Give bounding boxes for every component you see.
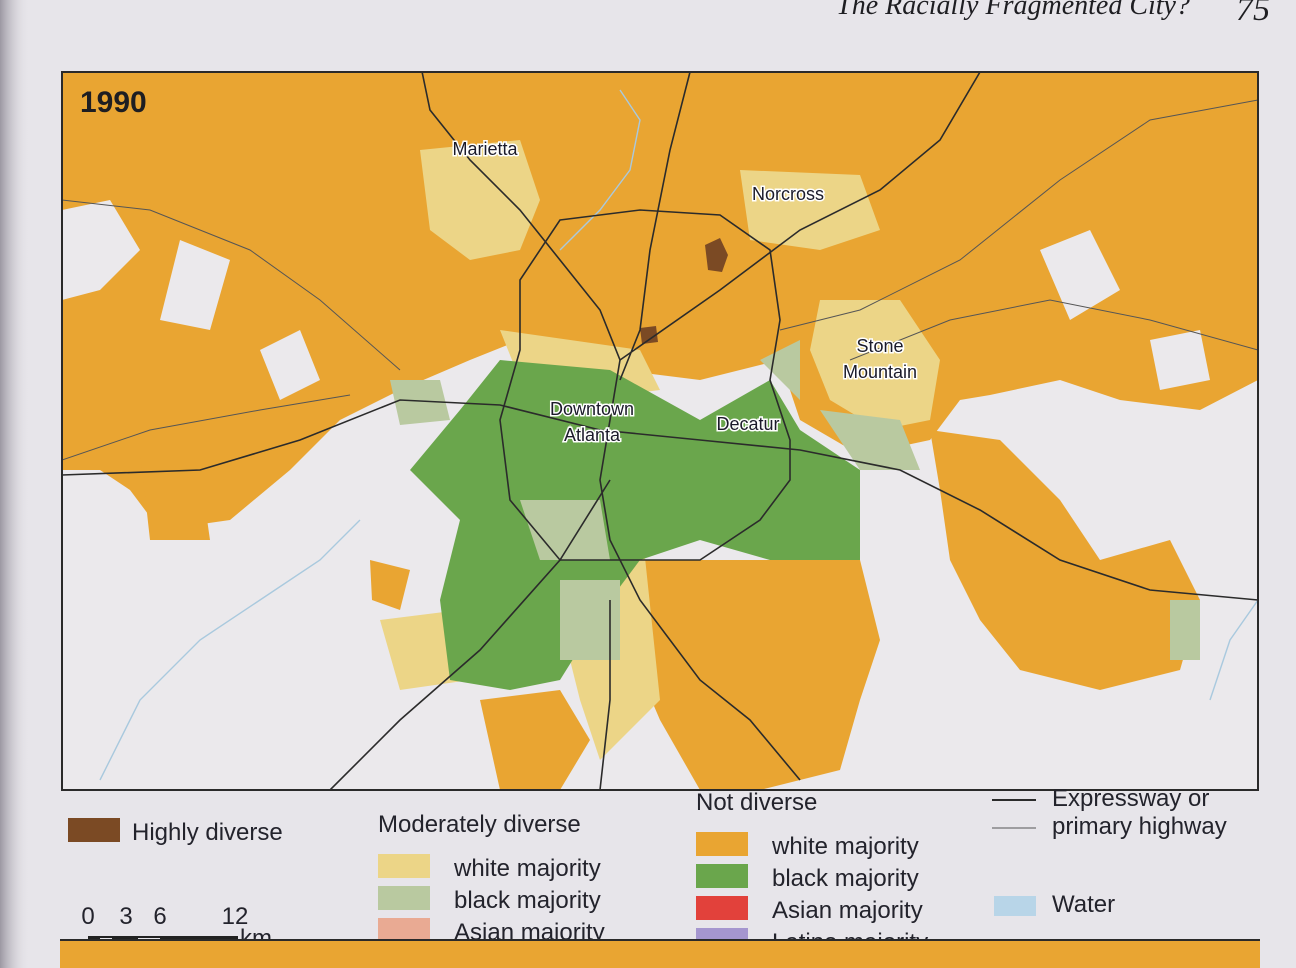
legend-label: primary highway — [1052, 813, 1227, 840]
page-number: 75 — [1236, 0, 1270, 28]
place-label: Norcross — [752, 184, 824, 204]
swatch — [378, 886, 430, 910]
swatch — [696, 896, 748, 920]
legend-label: white majority — [771, 833, 919, 860]
place-label: Mountain — [843, 362, 917, 382]
black-majority-area — [410, 360, 860, 690]
map-frame — [61, 71, 1259, 791]
expressway — [329, 72, 981, 790]
legend-label: black majority — [454, 887, 601, 914]
white-majority-area — [140, 430, 1200, 690]
place-labels: Marietta Norcross Stone Mountain Downtown Atl… — [451, 138, 919, 447]
legend-label: black majority — [772, 865, 919, 892]
swatch — [696, 832, 748, 856]
scale-label: 6 — [153, 903, 166, 930]
swatch — [378, 918, 430, 942]
next-map — [60, 940, 1260, 968]
map — [62, 72, 1258, 790]
expressway — [62, 399, 1258, 601]
place-label: Atlanta — [564, 425, 621, 445]
perimeter-highway — [499, 209, 791, 561]
highly-diverse-area — [640, 238, 728, 344]
place-label: Stone — [856, 336, 903, 356]
scale-label: 0 — [81, 903, 94, 930]
scale-label: 12 — [222, 903, 249, 930]
legend-label: white majority — [453, 855, 601, 882]
white-majority-area — [62, 72, 1258, 530]
moderately-black-area — [390, 340, 1200, 660]
legend-group-title: Moderately diverse — [378, 811, 581, 838]
place-label: Marietta — [452, 139, 518, 159]
running-title: The Racially Fragmented City? — [836, 0, 1190, 21]
swatch — [696, 864, 748, 888]
legend-label: Asian majority — [772, 897, 923, 924]
binding-shadow — [0, 0, 30, 968]
legend-group-title: Not diverse — [696, 789, 817, 816]
scale-label: 3 — [119, 903, 132, 930]
white-majority-area — [370, 560, 880, 790]
legend-label: Water — [1052, 891, 1115, 918]
water-line — [99, 89, 1258, 781]
moderately-white-area — [380, 140, 940, 760]
legend-label: Highly diverse — [132, 819, 283, 846]
legend-label: Expressway or — [1052, 785, 1209, 812]
swatch — [994, 896, 1036, 916]
expressway — [421, 72, 801, 781]
place-label: Decatur — [716, 414, 779, 434]
primary-highway — [62, 99, 1258, 461]
map-year: 1990 — [80, 86, 147, 119]
swatch — [378, 854, 430, 878]
swatch — [68, 818, 120, 842]
place-label: Downtown — [550, 399, 634, 419]
